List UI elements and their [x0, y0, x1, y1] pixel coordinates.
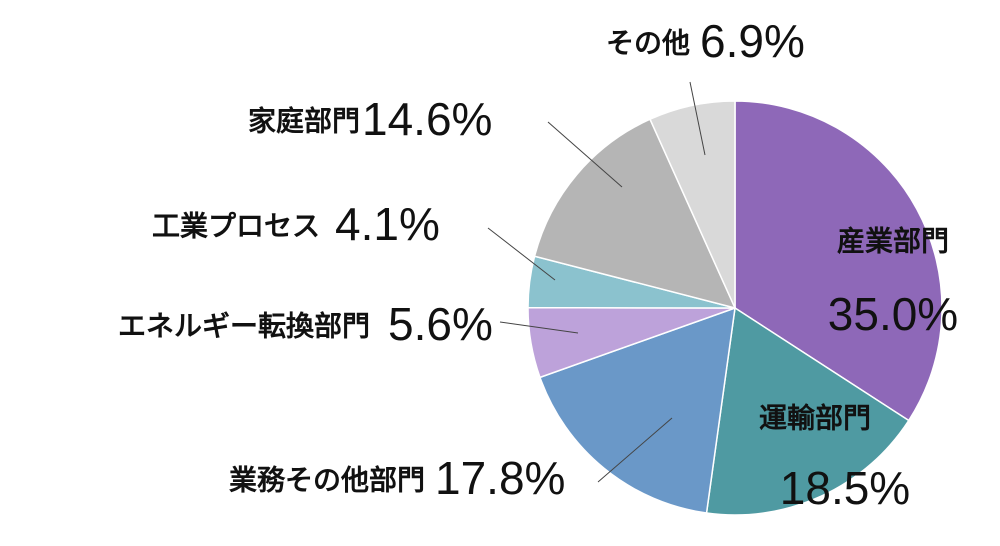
slice-name: 業務その他部門	[229, 464, 425, 495]
value-label: 5.6%	[388, 298, 493, 350]
value-label: 35.0%	[828, 288, 958, 340]
value-label: 4.1%	[335, 198, 440, 250]
pie-slice	[539, 306, 736, 514]
leader-line	[487, 227, 556, 281]
slice-name: その他	[606, 27, 690, 58]
value-label: 6.9%	[700, 15, 805, 67]
slice-name: 産業部門	[837, 224, 949, 256]
slice-name: 運輸部門	[759, 401, 871, 433]
pie-slice	[649, 100, 736, 309]
value-label: 18.5%	[780, 462, 910, 514]
value-label: 17.8%	[435, 452, 565, 504]
leader-line	[689, 81, 706, 156]
leader-line	[597, 417, 673, 483]
leader-line	[547, 121, 623, 188]
slice-name: 家庭部門	[248, 104, 360, 136]
pie-slice	[533, 118, 737, 310]
slice-name: 工業プロセス	[152, 210, 320, 241]
value-label: 14.6%	[362, 93, 492, 145]
pie-slice	[705, 306, 910, 516]
leader-line	[499, 321, 579, 334]
slice-name: エネルギー転換部門	[118, 310, 370, 341]
